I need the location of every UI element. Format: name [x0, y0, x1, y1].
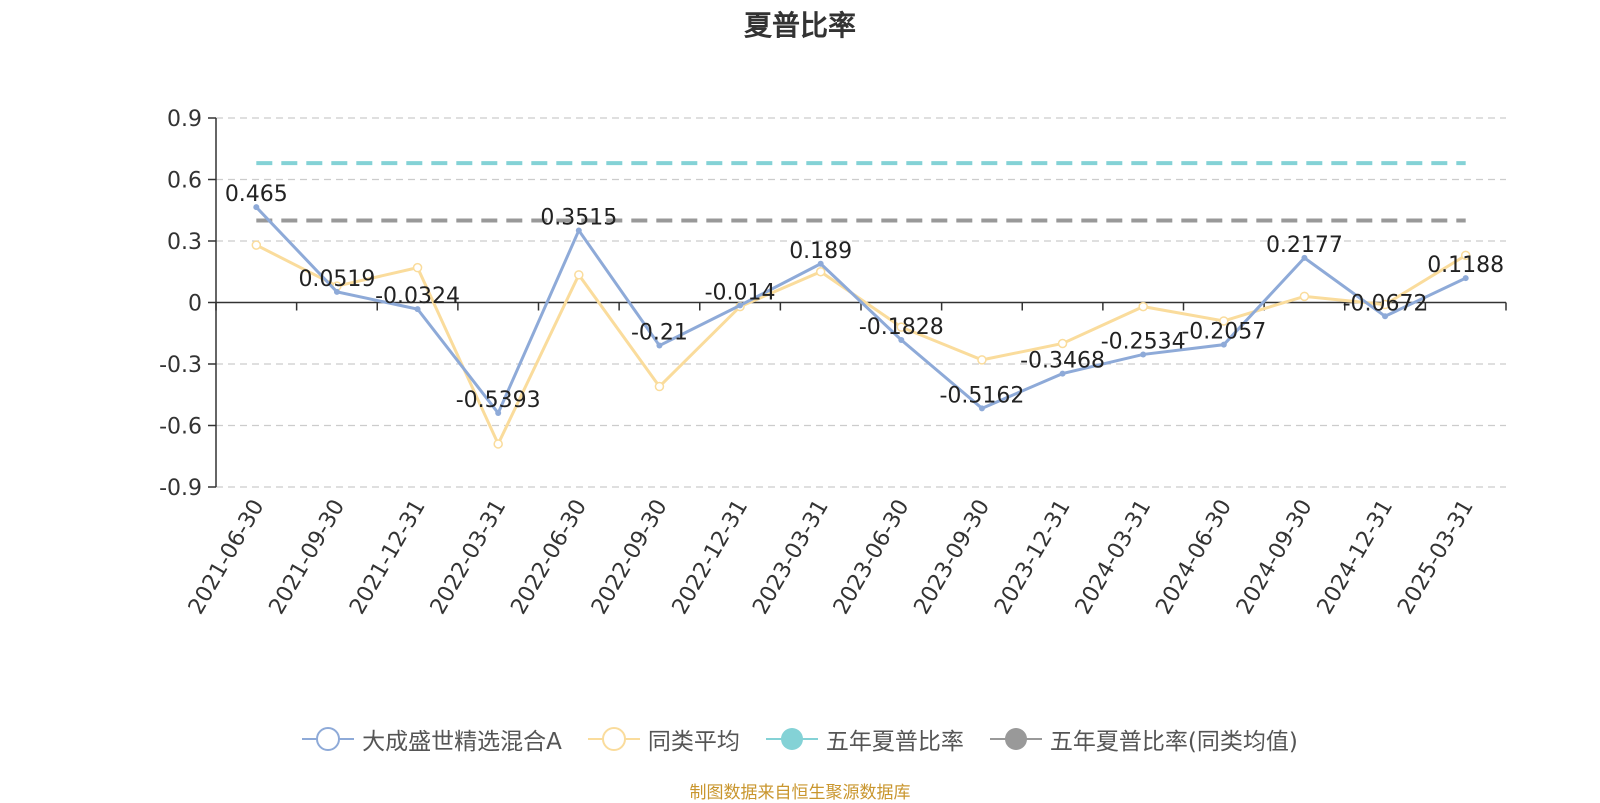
fund-data-label: -0.5393 — [456, 388, 541, 413]
fund-point — [1382, 313, 1389, 320]
x-tick-label: 2022-06-30 — [506, 496, 592, 619]
x-tick-label: 2021-12-31 — [345, 496, 431, 619]
y-tick-label: -0.3 — [159, 353, 202, 378]
legend-item-five-year-sharpe-peer[interactable]: 五年夏普比率(同类均值) — [989, 722, 1298, 756]
x-tick-label: 2023-03-31 — [748, 496, 834, 619]
fund-point — [1220, 341, 1227, 348]
fund-point — [495, 410, 502, 417]
fund-point — [1301, 254, 1308, 261]
fund-data-label: -0.5162 — [939, 383, 1024, 408]
fund-data-label: -0.21 — [631, 321, 688, 346]
fund-point — [414, 306, 421, 313]
fund-data-label: 0.2177 — [1266, 233, 1343, 258]
x-tick-label: 2022-03-31 — [426, 496, 512, 619]
peer-average-line — [255, 243, 1467, 448]
fund-point — [817, 260, 824, 267]
fund-point — [575, 227, 582, 234]
axes: 0.9 0.6 0.3 0 -0.3 -0.6 -0.92021-06-302021-09-… — [159, 107, 1507, 619]
x-tick-label: 2024-12-31 — [1313, 496, 1399, 619]
grid-lines — [216, 117, 1506, 488]
legend-filled-circle-icon — [989, 728, 1042, 750]
legend-label-five-year-sharpe-peer: 五年夏普比率(同类均值) — [1049, 729, 1298, 755]
fund-data-label: -0.3468 — [1020, 349, 1105, 374]
fund-line — [255, 206, 1467, 416]
legend-label-peer-average: 同类平均 — [647, 729, 740, 755]
fund-data-label: 0.189 — [789, 239, 852, 264]
chart-title: 夏普比率 — [743, 9, 856, 42]
fund-data-label: 0.0519 — [298, 267, 375, 292]
fund-point — [1462, 275, 1469, 282]
legend-item-five-year-sharpe[interactable]: 五年夏普比率 — [765, 722, 964, 756]
x-tick-label: 2024-06-30 — [1151, 496, 1237, 619]
peer-average-point — [412, 262, 423, 273]
peer-average-point — [896, 322, 907, 332]
peer-average-point — [493, 439, 503, 449]
series-lines — [251, 204, 1471, 449]
legend-item-fund[interactable]: 大成盛世精选混合A — [302, 722, 562, 756]
y-tick-label: 0 — [188, 292, 202, 317]
x-tick-label: 2024-09-30 — [1232, 496, 1318, 619]
peer-average-point — [1460, 250, 1471, 261]
reference-lines — [256, 161, 1466, 223]
fund-data-label: -0.014 — [705, 280, 776, 305]
peer-average-point — [815, 267, 826, 277]
peer-average-point — [1299, 291, 1310, 302]
x-tick-label: 2023-09-30 — [910, 496, 996, 619]
peer-average-point — [1219, 316, 1229, 326]
y-tick-label: -0.9 — [159, 476, 202, 501]
legend-hollow-circle-icon — [302, 727, 355, 751]
fund-point — [737, 302, 744, 309]
x-tick-label: 2023-12-31 — [990, 496, 1076, 619]
x-tick-label: 2024-03-31 — [1071, 496, 1157, 619]
x-tick-label: 2025-03-31 — [1393, 496, 1479, 619]
x-tick-label: 2022-12-31 — [668, 496, 754, 619]
fund-data-label: -0.0672 — [1343, 291, 1428, 316]
x-tick-label: 2021-09-30 — [265, 496, 351, 619]
legend: 大成盛世精选混合A 同类平均 五年夏普比率 五年夏普比率(同类均值) — [0, 722, 1600, 756]
source-note: 制图数据来自恒生聚源数据库 — [689, 783, 911, 803]
legend-label-fund: 大成盛世精选混合A — [362, 729, 562, 755]
fund-point — [656, 342, 663, 349]
fund-data-label: -0.2534 — [1101, 329, 1186, 354]
x-tick-label: 2021-06-30 — [184, 496, 270, 619]
y-tick-label: 0.9 — [167, 107, 202, 132]
peer-average-point — [251, 240, 262, 250]
peer-average-point — [574, 270, 584, 280]
fund-data-label: -0.0324 — [375, 284, 460, 309]
legend-hollow-circle-icon — [587, 727, 640, 751]
fund-data-label: -0.2057 — [1181, 320, 1266, 345]
fund-data-label: -0.1828 — [859, 315, 944, 340]
peer-average-point — [1057, 338, 1068, 349]
x-tick-label: 2023-06-30 — [829, 496, 915, 619]
fund-point — [978, 405, 985, 412]
y-tick-label: -0.6 — [159, 415, 202, 440]
y-tick-label: 0.3 — [167, 230, 202, 255]
x-tick-label: 2022-09-30 — [587, 496, 673, 619]
fund-data-label: 0.3515 — [540, 205, 617, 230]
data-labels: 0.465 0.0519-0.0324 -0.5393 0.3515 -0.21 -0.0… — [225, 182, 1504, 413]
legend-filled-circle-icon — [765, 728, 818, 750]
peer-average-point — [1380, 299, 1390, 310]
fund-point — [333, 288, 340, 295]
fund-point — [898, 336, 905, 343]
fund-data-label: 0.1188 — [1427, 253, 1504, 278]
fund-point — [1140, 351, 1147, 358]
legend-item-peer-average[interactable]: 同类平均 — [587, 722, 740, 756]
fund-point — [253, 204, 260, 211]
y-tick-label: 0.6 — [167, 169, 202, 194]
peer-average-point — [977, 355, 987, 365]
peer-average-point — [1138, 301, 1148, 312]
legend-label-five-year-sharpe: 五年夏普比率 — [825, 729, 964, 755]
peer-average-point — [654, 381, 665, 392]
fund-data-label: 0.465 — [225, 182, 288, 207]
fund-point — [1059, 370, 1066, 377]
